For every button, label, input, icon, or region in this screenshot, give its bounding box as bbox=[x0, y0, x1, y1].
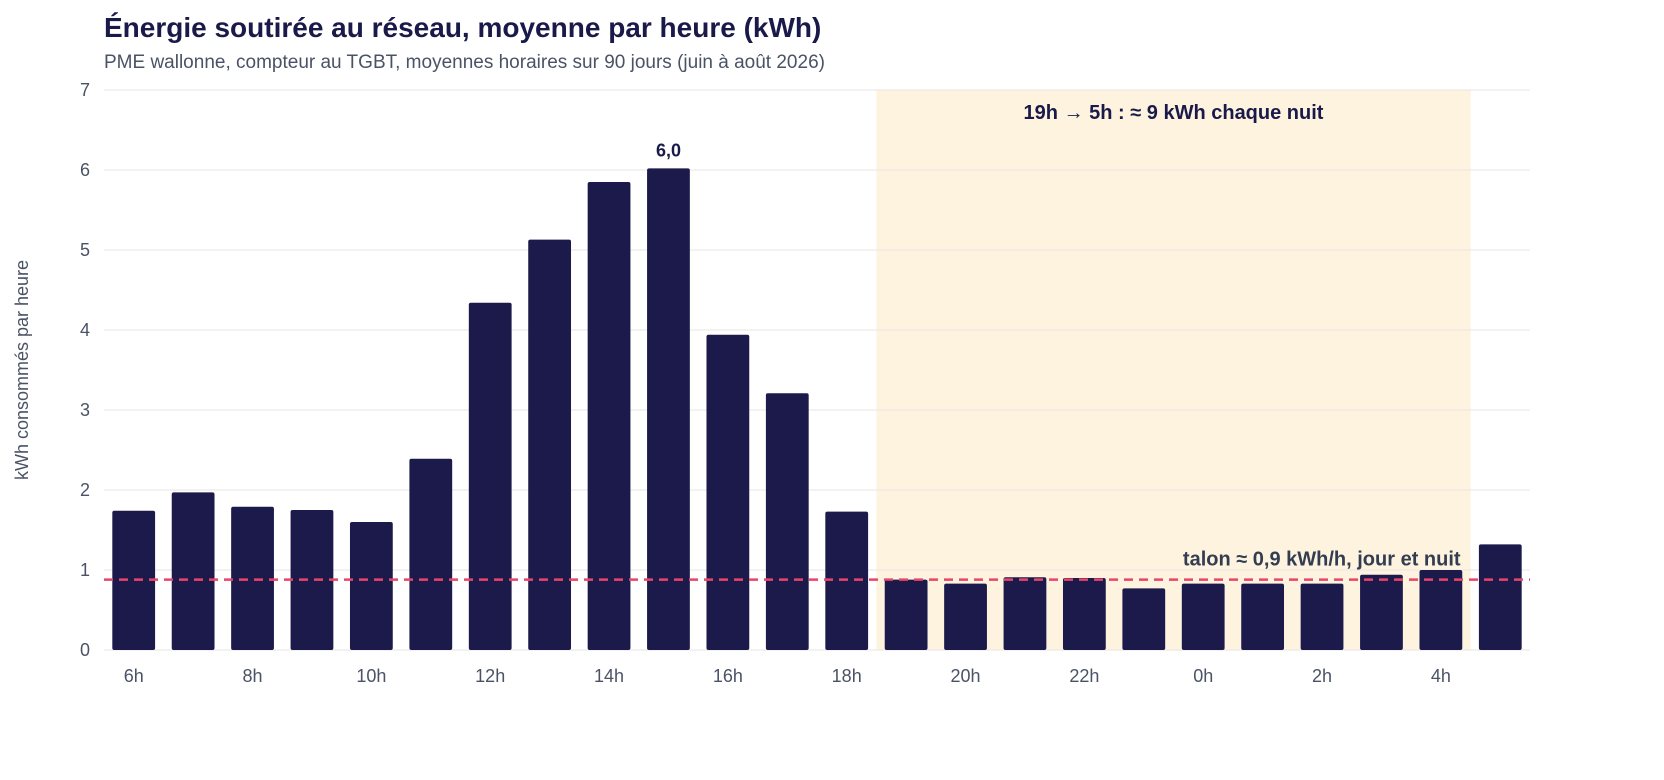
bar-6h bbox=[112, 510, 156, 650]
bar-23h bbox=[1122, 588, 1166, 650]
peak-data-label: 6,0 bbox=[656, 140, 681, 160]
bar-11h bbox=[409, 458, 453, 650]
night-band bbox=[876, 90, 1471, 650]
bar-7h bbox=[171, 492, 215, 650]
bar-21h bbox=[1003, 577, 1047, 650]
bar-2h bbox=[1300, 583, 1344, 650]
bar-20h bbox=[944, 583, 987, 650]
bar-16h bbox=[706, 334, 750, 650]
x-tick-label: 4h bbox=[1431, 666, 1451, 686]
x-tick-label: 16h bbox=[713, 666, 743, 686]
x-tick-label: 10h bbox=[356, 666, 386, 686]
y-tick-label: 5 bbox=[80, 240, 90, 260]
x-tick-label: 14h bbox=[594, 666, 624, 686]
bars bbox=[112, 168, 1522, 650]
x-tick-label: 0h bbox=[1193, 666, 1213, 686]
bar-17h bbox=[765, 393, 809, 650]
chart-subtitle: PME wallonne, compteur au TGBT, moyennes… bbox=[104, 52, 825, 73]
bar-19h bbox=[884, 579, 928, 650]
x-tick-label: 20h bbox=[951, 666, 981, 686]
bar-10h bbox=[349, 522, 393, 650]
y-tick-label: 4 bbox=[80, 320, 90, 340]
bar-5h bbox=[1478, 544, 1522, 650]
bar-15h bbox=[647, 168, 690, 650]
night-band-label: 19h → 5h : ≈ 9 kWh chaque nuit bbox=[1024, 102, 1324, 124]
bar-0h bbox=[1181, 583, 1225, 650]
x-tick-label: 2h bbox=[1312, 666, 1332, 686]
bar-12h bbox=[468, 302, 512, 650]
bar-14h bbox=[587, 182, 631, 650]
x-tick-label: 22h bbox=[1069, 666, 1099, 686]
bar-3h bbox=[1360, 574, 1403, 650]
y-tick-label: 7 bbox=[80, 80, 90, 100]
y-tick-label: 3 bbox=[80, 400, 90, 420]
chart-title: Énergie soutirée au réseau, moyenne par … bbox=[104, 12, 822, 43]
bar-22h bbox=[1062, 578, 1106, 650]
bar-9h bbox=[290, 510, 334, 650]
y-axis-label: kWh consommés par heure bbox=[12, 260, 32, 480]
y-tick-label: 0 bbox=[80, 640, 90, 660]
baseline-label: talon ≈ 0,9 kWh/h, jour et nuit bbox=[1183, 549, 1461, 571]
bar-8h bbox=[231, 506, 274, 650]
y-tick-label: 6 bbox=[80, 160, 90, 180]
bar-1h bbox=[1241, 583, 1285, 650]
x-tick-label: 12h bbox=[475, 666, 505, 686]
bar-4h bbox=[1419, 570, 1463, 650]
x-tick-label: 18h bbox=[832, 666, 862, 686]
y-tick-label: 1 bbox=[80, 560, 90, 580]
y-axis-ticks: 0 1 2 3 4 5 6 7 bbox=[80, 80, 90, 660]
x-tick-label: 6h bbox=[124, 666, 144, 686]
x-tick-label: 8h bbox=[243, 666, 263, 686]
x-axis-ticks: 6h 8h 10h 12h 14h 16h 18h 20h 22h 0h 2h 4h bbox=[124, 666, 1451, 686]
bar-13h bbox=[528, 239, 572, 650]
night-band-layer bbox=[876, 90, 1471, 650]
gridlines bbox=[104, 89, 1530, 651]
y-tick-label: 2 bbox=[80, 480, 90, 500]
annotations: talon ≈ 0,9 kWh/h, jour et nuit 19h → 5h … bbox=[104, 102, 1530, 581]
